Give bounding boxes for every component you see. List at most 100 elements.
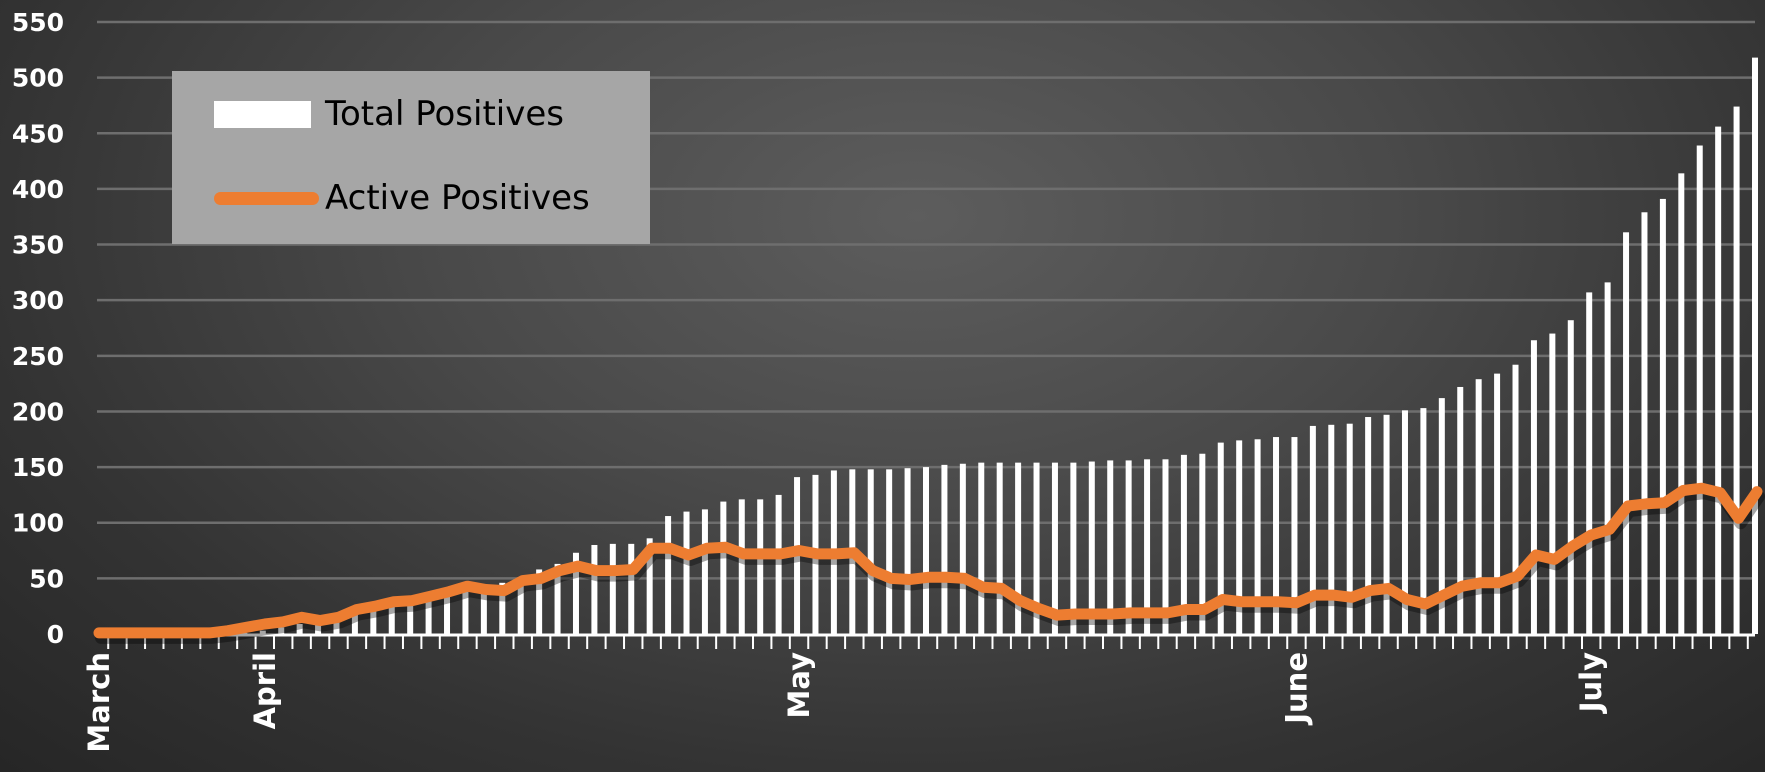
total-positives-bar xyxy=(904,468,911,634)
total-positives-bar xyxy=(701,509,708,634)
x-axis xyxy=(97,633,1755,649)
y-tick-label: 550 xyxy=(12,8,64,37)
x-month-label: July xyxy=(1574,652,1608,714)
total-positives-bar xyxy=(1457,386,1464,634)
total-positives-bar xyxy=(1051,462,1058,634)
total-positives-bar xyxy=(480,587,487,634)
x-month-label: March xyxy=(82,652,116,753)
total-positives-bar xyxy=(315,620,322,634)
y-tick-label: 300 xyxy=(12,286,64,315)
total-positives-bar xyxy=(683,511,690,634)
total-positives-bar xyxy=(1530,340,1537,634)
total-positives-bar xyxy=(978,462,985,634)
total-positives-bar xyxy=(757,499,764,634)
legend-item-active-positives: Active Positives xyxy=(214,178,590,218)
total-positives-bar xyxy=(444,596,451,634)
total-positives-bar xyxy=(1180,454,1187,634)
total-positives-bar xyxy=(572,552,579,634)
total-positives-bar xyxy=(775,494,782,634)
total-positives-bar xyxy=(1494,373,1501,634)
total-positives-bar xyxy=(1273,437,1280,634)
total-positives-bar xyxy=(646,538,653,634)
total-positives-bar xyxy=(628,543,635,634)
total-positives-bar xyxy=(1512,364,1519,634)
total-positives-bar xyxy=(388,605,395,634)
total-positives-bars xyxy=(130,57,1758,635)
total-positives-bar xyxy=(1604,282,1611,634)
total-positives-bar xyxy=(296,623,303,634)
total-positives-bar xyxy=(1291,437,1298,634)
total-positives-bar xyxy=(1752,57,1758,634)
total-positives-bar xyxy=(499,582,506,634)
total-positives-bar xyxy=(1125,460,1132,634)
total-positives-bar xyxy=(996,462,1003,634)
total-positives-bar xyxy=(665,516,672,634)
y-axis-tick-labels: 0 50 100 150 200 250 300 350 400 450 500 550 xyxy=(12,8,64,649)
legend-label-total-positives: Total Positives xyxy=(325,94,564,134)
total-positives-bar xyxy=(536,569,543,634)
total-positives-bar xyxy=(1309,425,1316,634)
total-positives-bar xyxy=(1328,424,1335,634)
total-positives-bar xyxy=(1254,439,1261,634)
total-positives-bar xyxy=(1567,320,1574,634)
total-positives-bar xyxy=(278,627,285,634)
total-positives-bar xyxy=(720,501,727,634)
y-tick-label: 150 xyxy=(12,453,64,482)
total-positives-bar xyxy=(517,577,524,634)
y-tick-label: 0 xyxy=(47,620,64,649)
total-positives-bar xyxy=(1641,212,1648,634)
legend-swatch-total-positives xyxy=(214,100,311,128)
legend-label-active-positives: Active Positives xyxy=(325,178,590,218)
legend-item-total-positives: Total Positives xyxy=(214,94,564,134)
total-positives-bar xyxy=(1586,292,1593,634)
y-tick-label: 100 xyxy=(12,509,64,538)
total-positives-bar xyxy=(554,563,561,634)
total-positives-bar xyxy=(1401,410,1408,634)
total-positives-bar xyxy=(886,469,893,634)
total-positives-bar xyxy=(1346,423,1353,634)
total-positives-bar xyxy=(351,612,358,634)
total-positives-bar xyxy=(1383,414,1390,634)
total-positives-bar xyxy=(407,601,414,634)
total-positives-bar xyxy=(867,469,874,634)
total-positives-bar xyxy=(1715,126,1722,634)
total-positives-bar xyxy=(259,630,266,634)
active-positives-line xyxy=(93,482,1765,644)
total-positives-bar xyxy=(1420,408,1427,634)
total-positives-bar xyxy=(1733,106,1740,635)
total-positives-bar xyxy=(1236,440,1243,634)
total-positives-bar xyxy=(1696,145,1703,634)
total-positives-bar xyxy=(1070,462,1077,634)
total-positives-bar xyxy=(591,544,598,634)
total-positives-bar xyxy=(1365,417,1372,634)
y-tick-label: 500 xyxy=(12,64,64,93)
total-positives-bar xyxy=(1623,232,1630,634)
y-tick-label: 400 xyxy=(12,175,64,204)
total-positives-bar xyxy=(609,543,616,634)
total-positives-bar xyxy=(1088,461,1095,634)
gridlines xyxy=(97,20,1755,580)
y-tick-label: 350 xyxy=(12,231,64,260)
y-tick-label: 50 xyxy=(29,564,64,593)
total-positives-bar xyxy=(1549,333,1556,634)
total-positives-bar xyxy=(1199,453,1206,634)
total-positives-bar xyxy=(1033,462,1040,634)
x-axis-month-labels: March April May June July xyxy=(82,652,1608,753)
total-positives-bar xyxy=(241,632,248,634)
total-positives-bar xyxy=(425,599,432,634)
x-month-label: April xyxy=(248,652,282,729)
legend-swatch-active-positives xyxy=(214,191,319,205)
y-tick-label: 250 xyxy=(12,342,64,371)
total-positives-bar xyxy=(1217,442,1224,634)
total-positives-bar xyxy=(370,609,377,634)
y-tick-label: 200 xyxy=(12,397,64,426)
x-month-label: May xyxy=(782,652,816,719)
total-positives-bar xyxy=(1015,462,1022,634)
active-positives-series-line xyxy=(93,482,1763,639)
total-positives-bar xyxy=(1678,173,1685,634)
total-positives-bar xyxy=(1438,398,1445,634)
total-positives-bar xyxy=(738,499,745,634)
total-positives-bar xyxy=(959,463,966,634)
